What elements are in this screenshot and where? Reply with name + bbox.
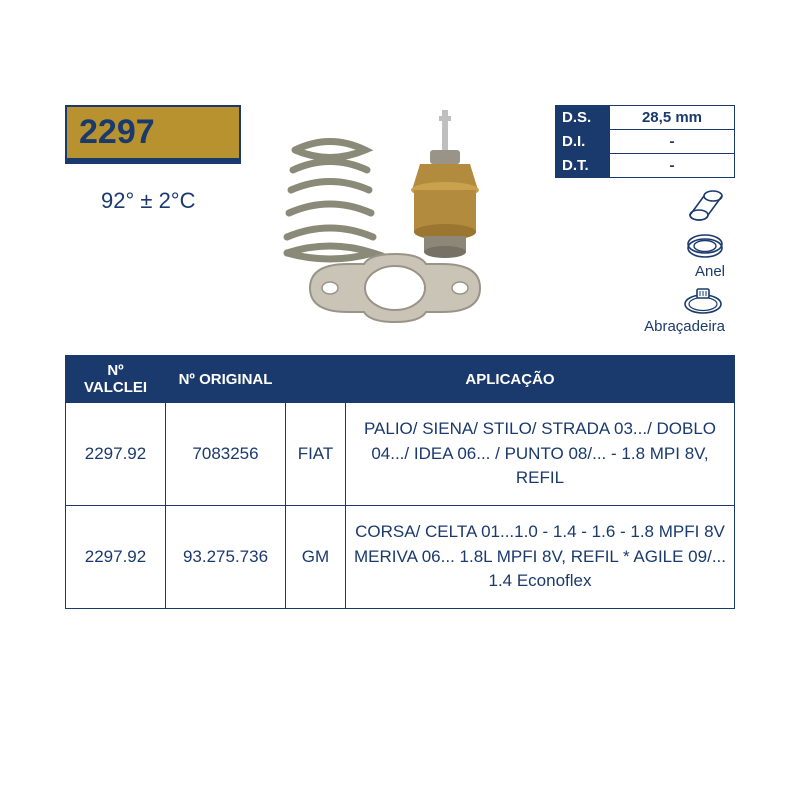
accessory-label: Anel — [695, 263, 725, 280]
spec-value: 28,5 mm — [610, 106, 734, 129]
product-image-area — [245, 105, 525, 340]
part-number-block: 2297 92° ± 2°C — [65, 105, 241, 214]
cell-application: CORSA/ CELTA 01...1.0 - 1.4 - 1.6 - 1.8 … — [346, 505, 735, 608]
temperature: 92° ± 2°C — [101, 188, 241, 214]
spec-label: D.I. — [556, 130, 610, 153]
accessory-label: Abraçadeira — [644, 318, 725, 335]
cell-original: 93.275.736 — [166, 505, 286, 608]
spec-value: - — [610, 154, 734, 177]
cell-brand: GM — [286, 505, 346, 608]
table-row: 2297.92 93.275.736 GM CORSA/ CELTA 01...… — [66, 505, 735, 608]
application-table: Nº VALCLEI Nº ORIGINAL APLICAÇÃO 2297.92… — [65, 355, 735, 609]
spec-row: D.I. - — [555, 129, 735, 154]
cell-application: PALIO/ SIENA/ STILO/ STRADA 03.../ DOBLO… — [346, 403, 735, 506]
spec-value: - — [610, 130, 734, 153]
bracket-icon — [300, 250, 490, 330]
accessory-clamp: Abraçadeira — [555, 286, 725, 335]
cell-brand: FIAT — [286, 403, 346, 506]
cell-valclei: 2297.92 — [66, 403, 166, 506]
th-original: Nº ORIGINAL — [166, 356, 286, 403]
cell-original: 7083256 — [166, 403, 286, 506]
specs-block: D.S. 28,5 mm D.I. - D.T. - — [555, 105, 735, 341]
thermostat-valve-icon — [390, 110, 500, 265]
th-application: APLICAÇÃO — [286, 356, 735, 403]
accessory-ring: Anel — [555, 233, 725, 280]
ring-icon — [685, 233, 725, 261]
spec-label: D.S. — [556, 106, 610, 129]
table-row: 2297.92 7083256 FIAT PALIO/ SIENA/ STILO… — [66, 403, 735, 506]
spec-label: D.T. — [556, 154, 610, 177]
spring-icon — [275, 135, 385, 265]
accessories-block: Anel Abraçadeira — [555, 187, 735, 335]
spec-row: D.S. 28,5 mm — [555, 105, 735, 130]
part-number: 2297 — [79, 113, 155, 151]
tube-icon — [683, 187, 725, 225]
clamp-icon — [681, 286, 725, 316]
part-badge: 2297 — [65, 105, 241, 160]
th-valclei: Nº VALCLEI — [66, 356, 166, 403]
accessory-tube — [555, 187, 725, 227]
cell-valclei: 2297.92 — [66, 505, 166, 608]
spec-row: D.T. - — [555, 153, 735, 178]
